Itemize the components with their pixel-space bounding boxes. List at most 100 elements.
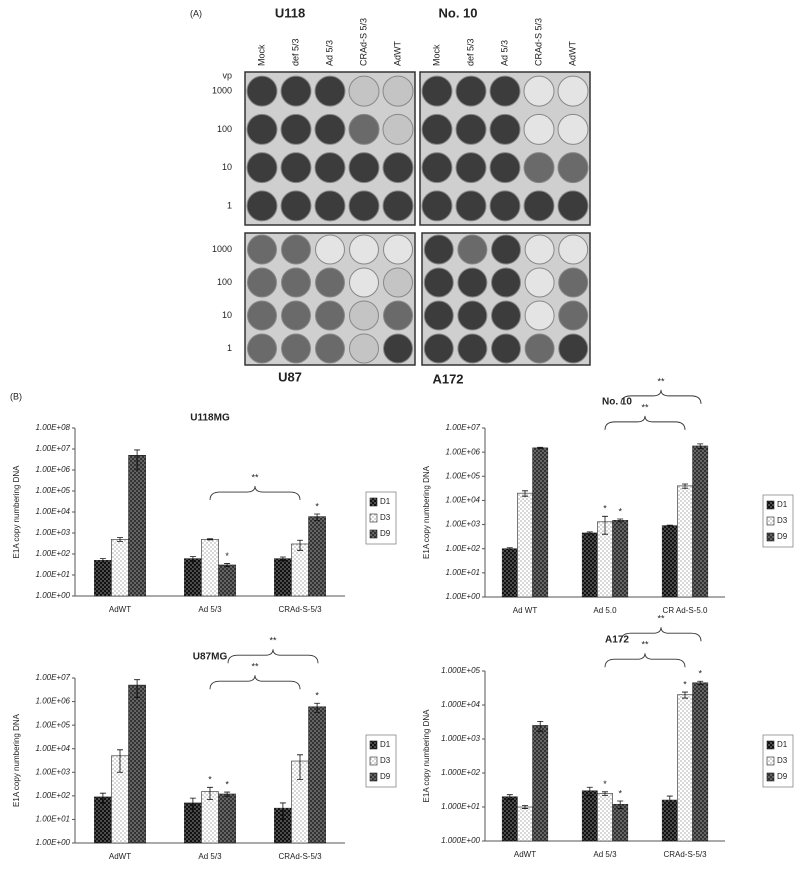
significance-bracket bbox=[604, 653, 686, 668]
error-bar bbox=[297, 754, 303, 780]
bar bbox=[128, 455, 146, 597]
column-label: def 5/3 bbox=[465, 38, 475, 66]
chart-title: U87MG bbox=[193, 652, 228, 663]
well bbox=[523, 113, 555, 145]
row-label: 1000 bbox=[212, 244, 232, 254]
legend-label: D9 bbox=[777, 532, 788, 541]
well bbox=[382, 113, 414, 145]
well bbox=[314, 190, 346, 222]
y-tick-label: 1.00E+07 bbox=[446, 423, 481, 432]
well bbox=[489, 113, 521, 145]
well bbox=[491, 300, 521, 331]
well bbox=[457, 300, 488, 331]
bar bbox=[581, 790, 598, 842]
y-tick-label: 1.00E+00 bbox=[36, 838, 71, 847]
legend-swatch bbox=[369, 513, 378, 523]
error-bar bbox=[666, 795, 673, 806]
bar bbox=[308, 516, 326, 597]
well bbox=[557, 75, 589, 107]
x-tick-label: AdWT bbox=[109, 852, 131, 861]
y-tick-label: 1.00E+02 bbox=[36, 791, 71, 800]
y-tick-label: 1.00E+03 bbox=[446, 520, 481, 529]
well bbox=[489, 152, 521, 184]
error-bar bbox=[537, 720, 544, 732]
bar bbox=[274, 558, 292, 597]
well bbox=[247, 234, 277, 265]
chart-title: A172 bbox=[605, 635, 629, 646]
bar bbox=[532, 447, 549, 598]
legend-swatch bbox=[766, 532, 775, 542]
y-axis-label: E1A copy numbering DNA bbox=[422, 465, 431, 559]
significance-bracket bbox=[604, 415, 686, 430]
error-bar bbox=[117, 749, 123, 773]
error-bar bbox=[697, 680, 704, 685]
error-bar bbox=[207, 538, 213, 541]
error-bar bbox=[586, 786, 593, 796]
error-bar bbox=[99, 792, 106, 804]
bar bbox=[692, 682, 709, 842]
well bbox=[349, 300, 379, 331]
x-tick-label: CRAd-S-5/3 bbox=[663, 850, 707, 859]
significance-star: * bbox=[618, 506, 622, 516]
well bbox=[315, 300, 345, 331]
well bbox=[491, 267, 521, 298]
error-bar bbox=[666, 524, 673, 527]
significance-star: * bbox=[618, 788, 622, 798]
bar bbox=[501, 796, 518, 842]
well bbox=[382, 190, 414, 222]
bar bbox=[184, 558, 202, 597]
significance-bracket bbox=[620, 627, 702, 642]
error-bar bbox=[297, 539, 303, 551]
legend-label: D9 bbox=[380, 529, 391, 538]
y-tick-label: 1.000E+05 bbox=[441, 666, 480, 675]
significance-star: * bbox=[225, 779, 229, 789]
panel-a-label: (A) bbox=[190, 8, 202, 18]
well bbox=[383, 267, 413, 298]
error-bar bbox=[189, 797, 196, 813]
significance-bracket bbox=[227, 649, 319, 664]
y-tick-label: 1.00E+01 bbox=[36, 815, 70, 824]
column-label: AdWT bbox=[392, 40, 402, 66]
column-label: Ad 5/3 bbox=[499, 40, 509, 66]
well bbox=[281, 300, 311, 331]
plate-title: A172 bbox=[432, 371, 463, 386]
bar bbox=[218, 564, 236, 597]
well bbox=[423, 333, 454, 364]
significance-bracket bbox=[209, 486, 301, 501]
row-label: 1 bbox=[227, 343, 232, 353]
well bbox=[558, 234, 589, 265]
error-bar bbox=[506, 794, 513, 800]
x-tick-label: CRAd-S-5/3 bbox=[278, 852, 322, 861]
x-tick-label: CRAd-S-5/3 bbox=[278, 605, 322, 614]
bar bbox=[532, 725, 549, 842]
legend-label: D3 bbox=[380, 756, 391, 765]
error-bar bbox=[537, 446, 544, 450]
bar bbox=[501, 548, 518, 598]
well bbox=[314, 152, 346, 184]
well bbox=[348, 75, 380, 107]
well bbox=[421, 152, 453, 184]
bar bbox=[128, 684, 146, 844]
well bbox=[246, 75, 278, 107]
well bbox=[489, 190, 521, 222]
legend-label: D1 bbox=[777, 500, 788, 509]
plate-title: No. 10 bbox=[438, 5, 477, 20]
x-tick-label: Ad WT bbox=[513, 606, 538, 615]
error-bar bbox=[697, 443, 704, 450]
column-label: CRAd-S 5/3 bbox=[358, 18, 368, 66]
well bbox=[523, 75, 555, 107]
well bbox=[382, 152, 414, 184]
well bbox=[349, 333, 379, 364]
legend-label: D9 bbox=[380, 772, 391, 781]
well bbox=[383, 333, 413, 364]
error-bar bbox=[506, 547, 513, 551]
well bbox=[315, 333, 345, 364]
bar bbox=[308, 706, 326, 844]
well bbox=[247, 333, 277, 364]
legend-swatch bbox=[369, 756, 378, 766]
error-bar bbox=[682, 483, 688, 489]
bar bbox=[677, 485, 693, 598]
well bbox=[523, 152, 555, 184]
error-bar bbox=[617, 518, 624, 523]
well bbox=[421, 75, 453, 107]
